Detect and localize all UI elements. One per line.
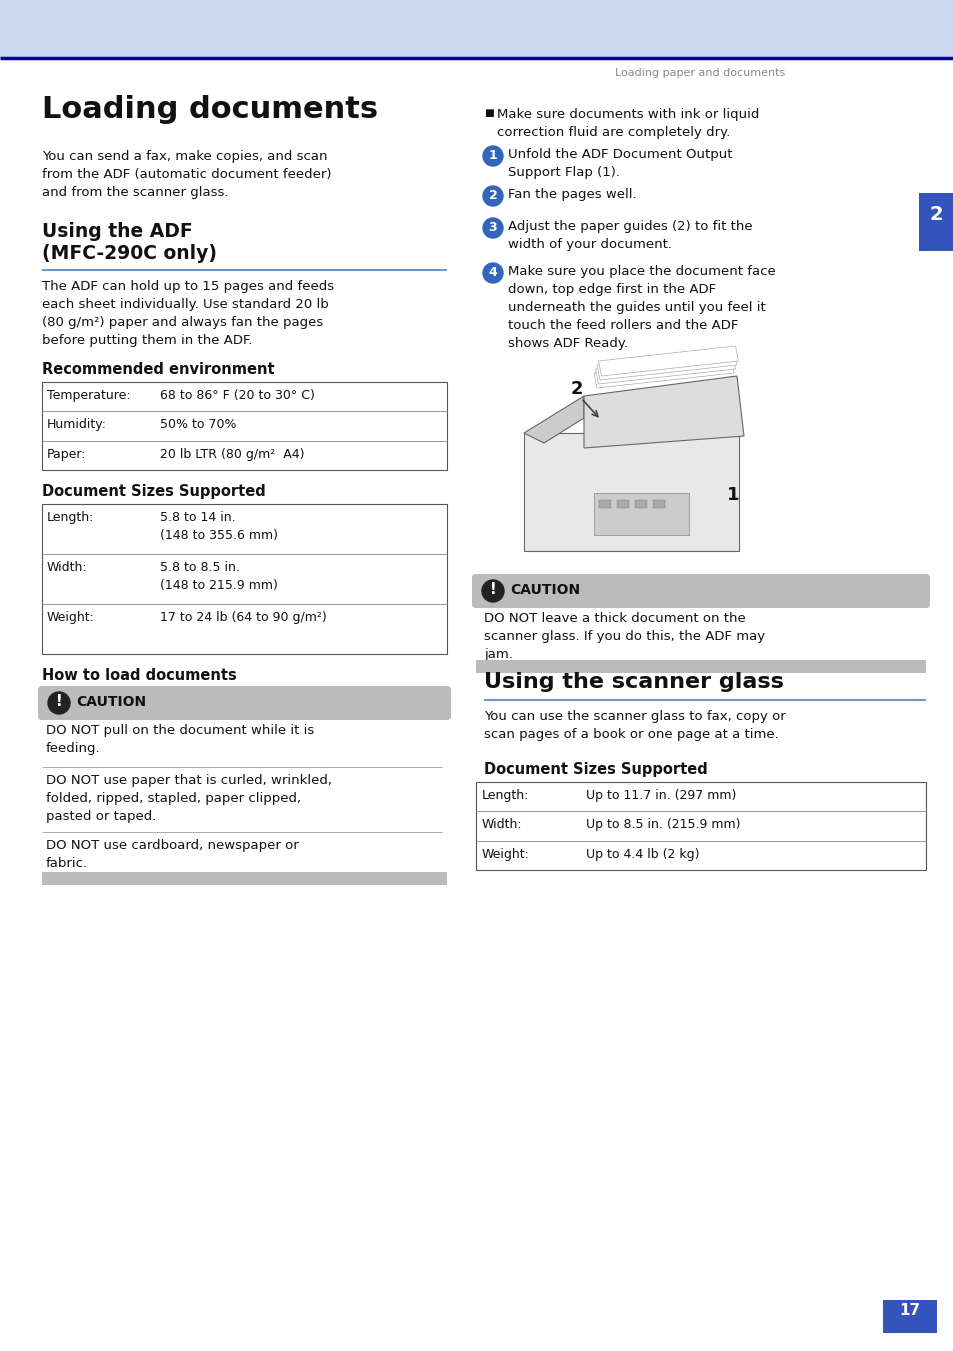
Bar: [652, 500, 664, 508]
Bar: [594, 493, 688, 535]
Polygon shape: [583, 376, 743, 449]
Text: Make sure documents with ink or liquid
correction fluid are completely dry.: Make sure documents with ink or liquid c…: [497, 108, 759, 139]
Circle shape: [481, 580, 503, 603]
FancyBboxPatch shape: [38, 686, 451, 720]
Bar: [617, 500, 628, 508]
Circle shape: [482, 263, 502, 282]
Text: You can use the scanner glass to fax, copy or
scan pages of a book or one page a: You can use the scanner glass to fax, co…: [483, 711, 785, 740]
Text: 5.8 to 8.5 in.
(148 to 215.9 mm): 5.8 to 8.5 in. (148 to 215.9 mm): [160, 561, 277, 592]
Text: CAUTION: CAUTION: [510, 584, 579, 597]
Text: Humidity:: Humidity:: [47, 419, 107, 431]
Text: Fan the pages well.: Fan the pages well.: [507, 188, 636, 201]
Text: DO NOT pull on the document while it is
feeding.: DO NOT pull on the document while it is …: [46, 724, 314, 755]
Text: Length:: Length:: [481, 789, 529, 802]
Bar: [0, 0, 953, 58]
Text: Unfold the ADF Document Output
Support Flap (1).: Unfold the ADF Document Output Support F…: [507, 149, 732, 178]
Text: Document Sizes Supported: Document Sizes Supported: [483, 762, 707, 777]
Text: Adjust the paper guides (2) to fit the
width of your document.: Adjust the paper guides (2) to fit the w…: [507, 220, 752, 251]
Text: 17 to 24 lb (64 to 90 g/m²): 17 to 24 lb (64 to 90 g/m²): [160, 611, 327, 624]
Text: (MFC-290C only): (MFC-290C only): [42, 245, 216, 263]
Text: Weight:: Weight:: [47, 611, 94, 624]
Text: DO NOT use cardboard, newspaper or
fabric.: DO NOT use cardboard, newspaper or fabri…: [46, 839, 298, 870]
Bar: [476, 661, 925, 673]
Text: Using the ADF: Using the ADF: [42, 222, 193, 240]
Text: 20 lb LTR (80 g/m²  A4): 20 lb LTR (80 g/m² A4): [160, 447, 304, 461]
Text: Using the scanner glass: Using the scanner glass: [483, 671, 783, 692]
Bar: [598, 500, 610, 508]
Text: DO NOT use paper that is curled, wrinkled,
folded, ripped, stapled, paper clippe: DO NOT use paper that is curled, wrinkle…: [46, 774, 332, 823]
Text: ■: ■: [483, 108, 494, 118]
Text: !: !: [55, 694, 62, 709]
Text: 2: 2: [928, 205, 942, 224]
Text: 2: 2: [488, 189, 497, 203]
Text: Loading documents: Loading documents: [42, 95, 377, 124]
Text: Loading paper and documents: Loading paper and documents: [615, 68, 784, 78]
Polygon shape: [598, 346, 738, 376]
Text: The ADF can hold up to 15 pages and feeds
each sheet individually. Use standard : The ADF can hold up to 15 pages and feed…: [42, 280, 334, 347]
Polygon shape: [594, 358, 733, 388]
Text: Weight:: Weight:: [481, 847, 529, 861]
FancyBboxPatch shape: [42, 504, 447, 654]
Text: Recommended environment: Recommended environment: [42, 362, 274, 377]
Text: 3: 3: [488, 222, 497, 234]
Text: 50% to 70%: 50% to 70%: [160, 419, 236, 431]
Text: Length:: Length:: [47, 511, 94, 524]
Text: Make sure you place the document face
down, top edge first in the ADF
underneath: Make sure you place the document face do…: [507, 265, 775, 350]
Text: Width:: Width:: [481, 819, 522, 831]
Text: 1: 1: [488, 149, 497, 162]
Polygon shape: [597, 350, 737, 380]
Bar: [42, 871, 447, 885]
Text: How to load documents: How to load documents: [42, 667, 236, 684]
Circle shape: [482, 218, 502, 238]
Circle shape: [482, 146, 502, 166]
Text: 17: 17: [899, 1302, 920, 1319]
Text: 68 to 86° F (20 to 30° C): 68 to 86° F (20 to 30° C): [160, 389, 314, 403]
Bar: [635, 500, 646, 508]
Text: CAUTION: CAUTION: [76, 694, 146, 709]
Bar: [918, 193, 953, 251]
Bar: [882, 1300, 936, 1333]
Text: 5.8 to 14 in.
(148 to 355.6 mm): 5.8 to 14 in. (148 to 355.6 mm): [160, 511, 277, 542]
Text: !: !: [489, 582, 496, 597]
Circle shape: [482, 186, 502, 205]
Text: 1: 1: [726, 486, 739, 504]
FancyBboxPatch shape: [472, 574, 929, 608]
Text: Up to 11.7 in. (297 mm): Up to 11.7 in. (297 mm): [585, 789, 736, 802]
Bar: [523, 434, 739, 551]
Polygon shape: [523, 396, 583, 443]
Circle shape: [48, 692, 70, 713]
Text: Paper:: Paper:: [47, 447, 87, 461]
Text: 2: 2: [571, 380, 583, 399]
Text: You can send a fax, make copies, and scan
from the ADF (automatic document feede: You can send a fax, make copies, and sca…: [42, 150, 331, 199]
Text: 4: 4: [488, 266, 497, 280]
Text: Up to 4.4 lb (2 kg): Up to 4.4 lb (2 kg): [585, 847, 699, 861]
Text: Document Sizes Supported: Document Sizes Supported: [42, 484, 266, 499]
Polygon shape: [595, 354, 735, 384]
Text: Temperature:: Temperature:: [47, 389, 131, 403]
Text: DO NOT leave a thick document on the
scanner glass. If you do this, the ADF may
: DO NOT leave a thick document on the sca…: [483, 612, 764, 661]
Text: Up to 8.5 in. (215.9 mm): Up to 8.5 in. (215.9 mm): [585, 819, 740, 831]
FancyBboxPatch shape: [476, 782, 925, 870]
FancyBboxPatch shape: [42, 382, 447, 470]
Text: Width:: Width:: [47, 561, 88, 574]
